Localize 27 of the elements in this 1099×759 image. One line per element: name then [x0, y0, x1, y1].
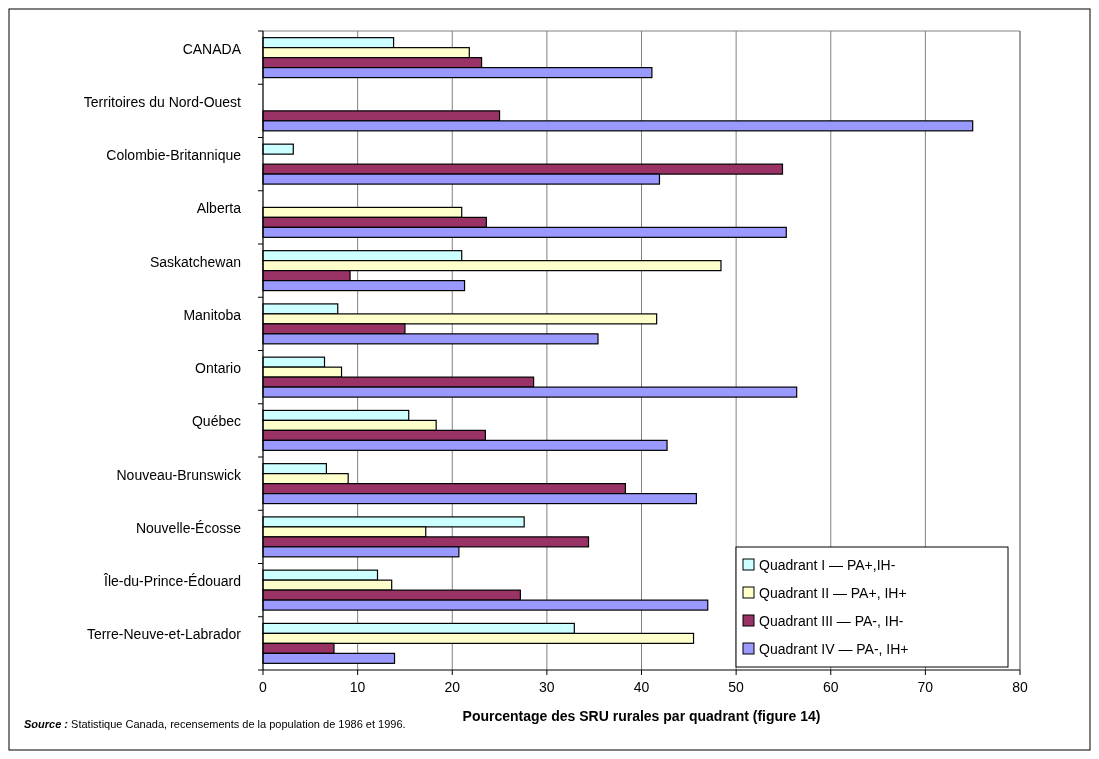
x-tick-label: 70	[917, 679, 934, 695]
legend-label: Quadrant IV — PA-, IH+	[759, 641, 909, 657]
y-tick-label: Nouveau-Brunswick	[116, 466, 242, 483]
x-tick-label: 40	[633, 679, 650, 695]
x-tick-label: 30	[539, 679, 555, 695]
y-tick-label: Alberta	[196, 200, 242, 217]
x-axis-title: Pourcentage des SRU rurales par quadrant (figure 14)	[462, 708, 821, 724]
y-tick-label: Québec	[191, 413, 241, 430]
y-tick-label: Terre-Neuve-et-Labrador	[86, 626, 242, 643]
x-tick-label: 20	[444, 679, 461, 695]
y-tick-label: Manitoba	[183, 306, 242, 323]
x-tick-label: 0	[259, 679, 268, 695]
y-tick-label: Territoires du Nord-Ouest	[83, 93, 242, 110]
x-tick-label: 10	[349, 679, 366, 695]
source-note: Source : Statistique Canada, recensements de la population de 1986 et 1996.	[24, 718, 406, 730]
legend-label: Quadrant II — PA+, IH+	[759, 585, 907, 601]
x-tick-label: 60	[822, 679, 839, 695]
y-tick-label: Saskatchewan	[149, 253, 241, 270]
legend-label: Quadrant I — PA+,IH-	[759, 557, 896, 573]
y-tick-label: Nouvelle-Écosse	[135, 519, 242, 536]
y-tick-label: Île-du-Prince-Édouard	[103, 573, 241, 590]
x-tick-label: 80	[1012, 679, 1028, 695]
y-tick-label: Ontario	[195, 360, 242, 377]
y-tick-label: Colombie-Britannique	[106, 147, 242, 164]
legend-label: Quadrant III — PA-, IH-	[759, 613, 904, 629]
x-tick-label: 50	[728, 679, 745, 695]
y-tick-label: CANADA	[182, 40, 242, 57]
